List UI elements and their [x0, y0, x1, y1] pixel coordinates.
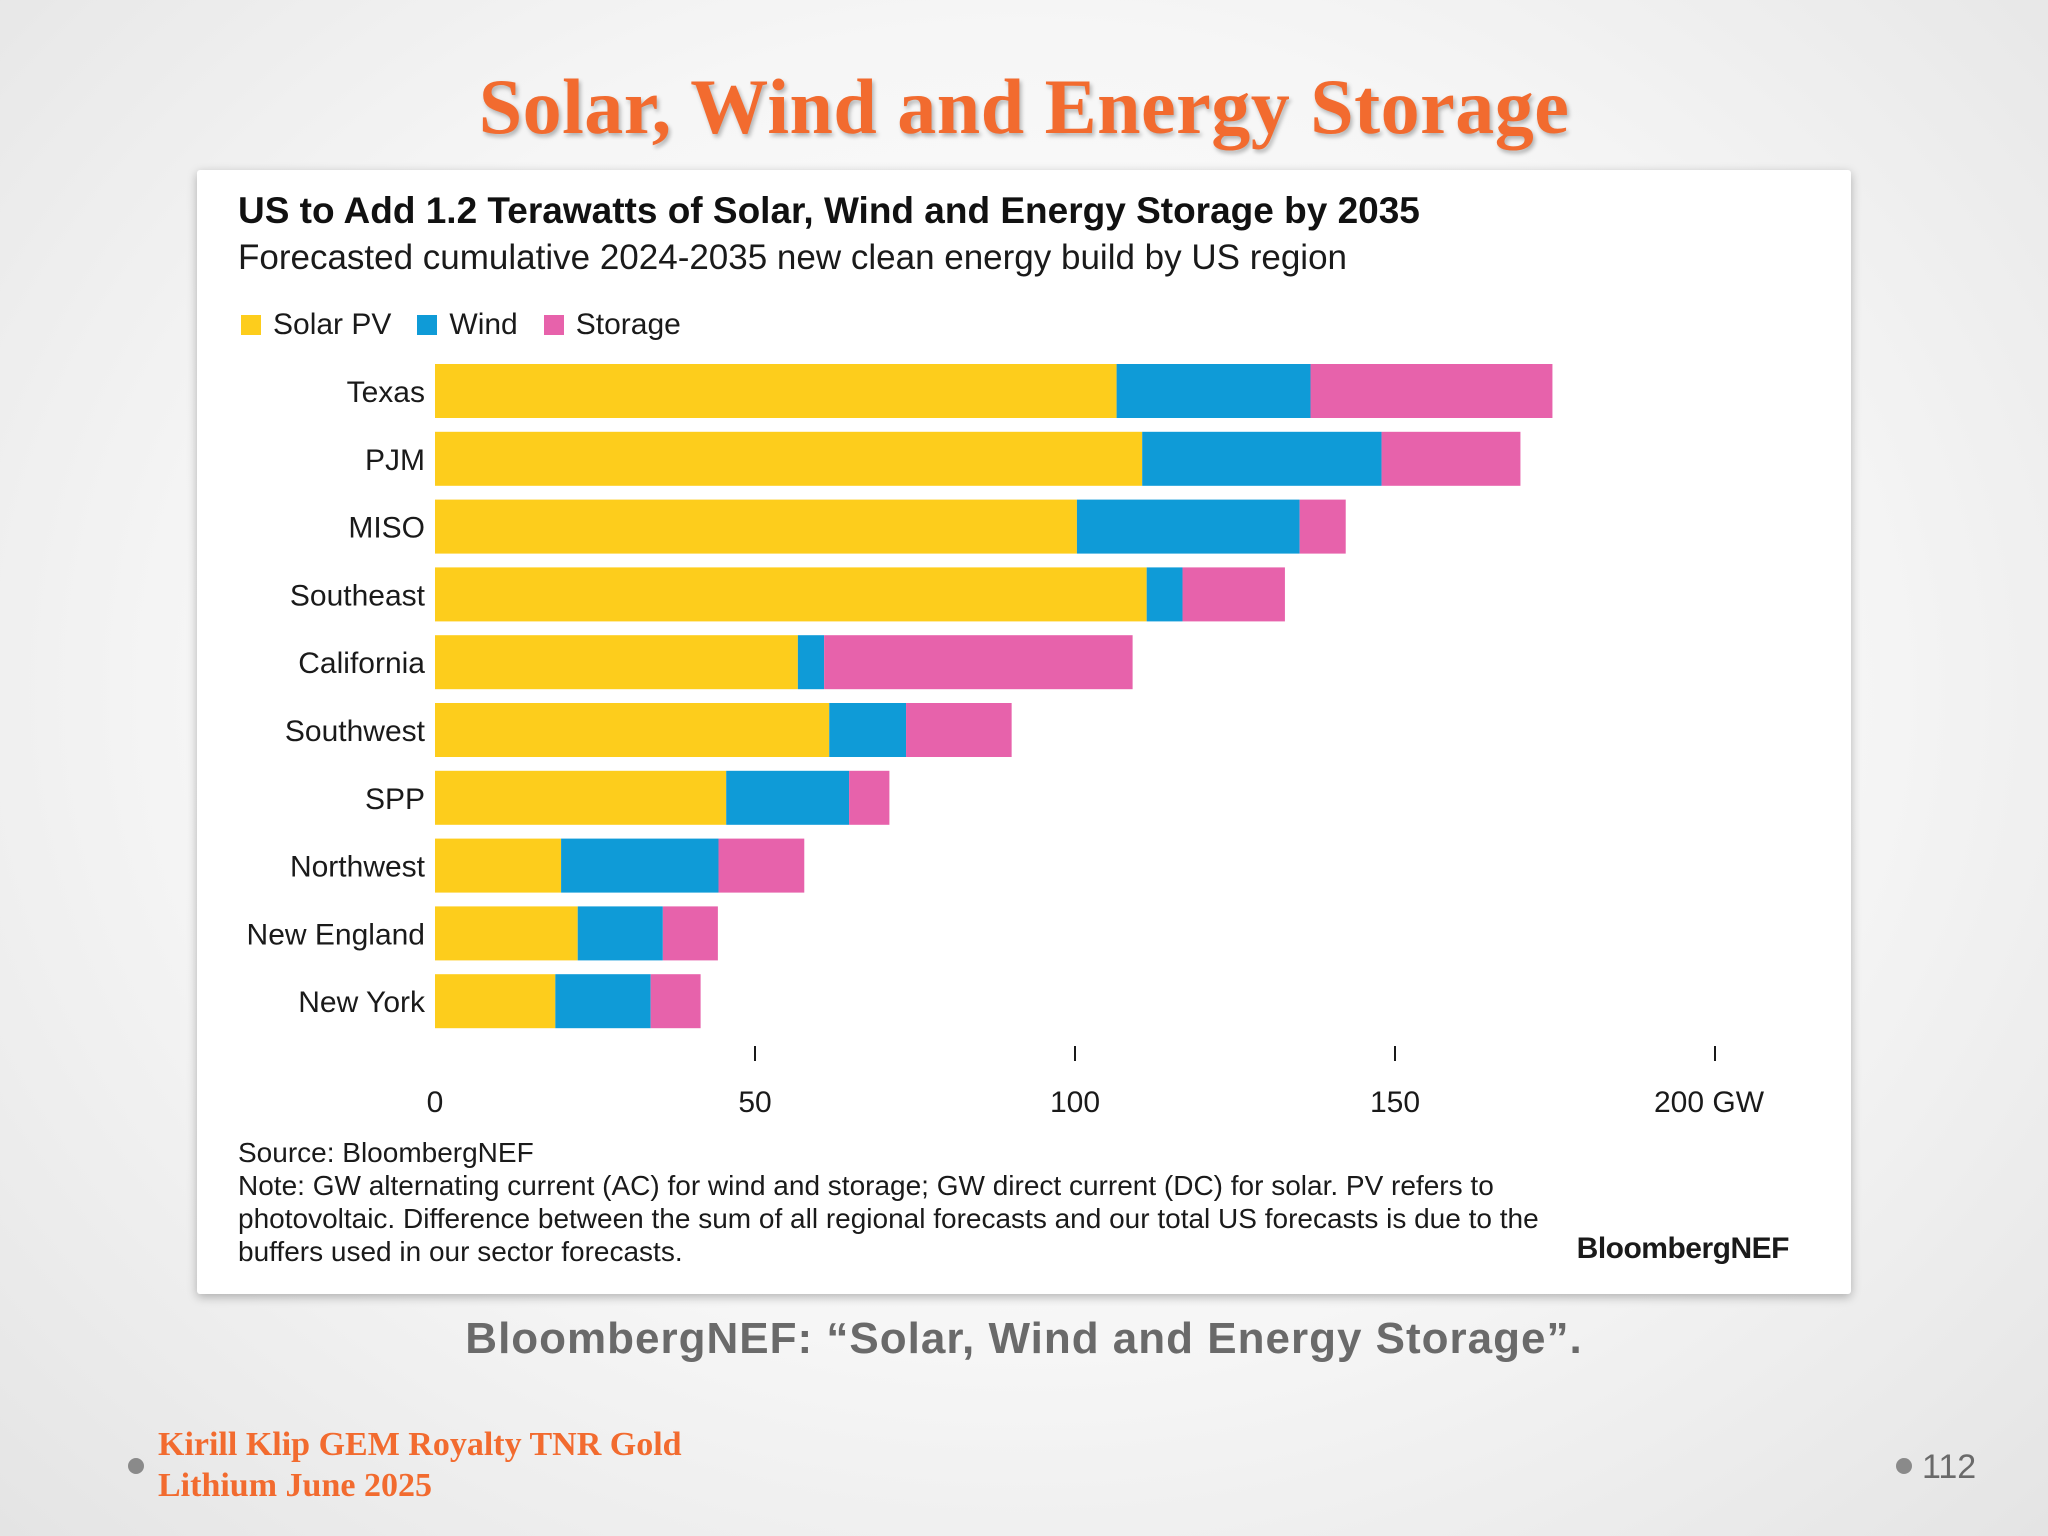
legend-item-wind: Wind	[417, 308, 518, 342]
chart-card: US to Add 1.2 Terawatts of Solar, Wind a…	[197, 170, 1851, 1294]
page-bullet-icon	[1896, 1458, 1912, 1474]
bar-spp-solar	[435, 770, 727, 825]
bar-texas-storage	[1310, 364, 1553, 418]
bar-california-storage	[824, 635, 1133, 690]
legend-label-storage: Storage	[575, 308, 681, 341]
x-tick-label: 200 GW	[1654, 1086, 1765, 1119]
page-number: 112	[1922, 1448, 1977, 1486]
bar-texas-wind	[1116, 364, 1311, 418]
x-tick-label: 0	[427, 1086, 444, 1119]
bar-spp-storage	[849, 770, 890, 825]
bar-texas-solar	[435, 364, 1117, 418]
footer-text: Kirill Klip GEM Royalty TNR Gold Lithium…	[158, 1424, 682, 1506]
bar-northwest-wind	[561, 838, 719, 893]
legend-swatch-solar	[241, 315, 261, 335]
category-label-california: California	[298, 647, 425, 680]
category-label-texas: Texas	[347, 376, 425, 409]
bar-southwest-solar	[435, 703, 830, 757]
x-tick-label: 150	[1370, 1086, 1420, 1119]
chart-title: US to Add 1.2 Terawatts of Solar, Wind a…	[238, 190, 1420, 231]
bar-miso-wind	[1076, 499, 1300, 554]
chart-subtitle: Forecasted cumulative 2024-2035 new clea…	[238, 238, 1347, 277]
bar-new-england-wind	[577, 906, 663, 961]
chart-source: Source: BloombergNEF	[238, 1137, 534, 1168]
footer-bullet-icon	[128, 1458, 144, 1474]
slide-title: Solar, Wind and Energy Storage	[478, 63, 1570, 150]
bar-miso-solar	[435, 499, 1077, 554]
bar-southeast-wind	[1146, 567, 1183, 622]
legend-label-wind: Wind	[449, 308, 518, 341]
bar-southwest-wind	[829, 703, 907, 757]
legend-swatch-wind	[417, 315, 438, 335]
bar-pjm-storage	[1381, 431, 1521, 486]
legend-item-solar: Solar PV	[241, 308, 391, 342]
bar-pjm-solar	[435, 431, 1143, 486]
legend-swatch-storage	[543, 315, 564, 335]
bar-new-york-solar	[435, 974, 556, 1029]
category-label-new-england: New England	[247, 918, 425, 951]
category-label-new-york: New York	[298, 986, 426, 1019]
category-label-northwest: Northwest	[290, 851, 426, 884]
bar-miso-storage	[1299, 499, 1346, 554]
bar-california-solar	[435, 635, 798, 690]
category-label-pjm: PJM	[365, 444, 425, 477]
chart-legend: Solar PV Wind Storage	[241, 308, 707, 342]
bar-southwest-storage	[906, 703, 1012, 757]
footer-line-2: Lithium June 2025	[158, 1467, 432, 1504]
bar-spp-wind	[726, 770, 850, 825]
bar-california-wind	[797, 635, 825, 690]
category-label-spp: SPP	[365, 783, 425, 816]
bar-pjm-wind	[1142, 431, 1382, 486]
bar-southeast-solar	[435, 567, 1147, 622]
bar-northwest-solar	[435, 838, 562, 893]
bar-new-england-solar	[435, 906, 578, 961]
category-label-southeast: Southeast	[290, 579, 426, 612]
bar-new-england-storage	[662, 906, 718, 961]
legend-label-solar: Solar PV	[273, 308, 392, 341]
legend-item-storage: Storage	[543, 308, 681, 342]
slide-caption: BloombergNEF: “Solar, Wind and Energy St…	[465, 1314, 1583, 1363]
x-tick-label: 50	[738, 1086, 771, 1119]
brand-logo: BloombergNEF	[1576, 1232, 1790, 1265]
bar-chart: Texas PJM MISO Southeast California Southwest…	[247, 364, 1765, 1119]
category-label-miso: MISO	[348, 512, 425, 545]
footer-line-1: Kirill Klip GEM Royalty TNR Gold	[158, 1426, 682, 1463]
bar-new-york-wind	[555, 974, 651, 1029]
bar-new-york-storage	[650, 974, 701, 1029]
category-label-southwest: Southwest	[285, 715, 426, 748]
bar-southeast-storage	[1182, 567, 1285, 622]
bar-northwest-storage	[718, 838, 805, 893]
x-tick-label: 100	[1050, 1086, 1100, 1119]
chart-note: Note: GW alternating current (AC) for wi…	[238, 1170, 1539, 1267]
